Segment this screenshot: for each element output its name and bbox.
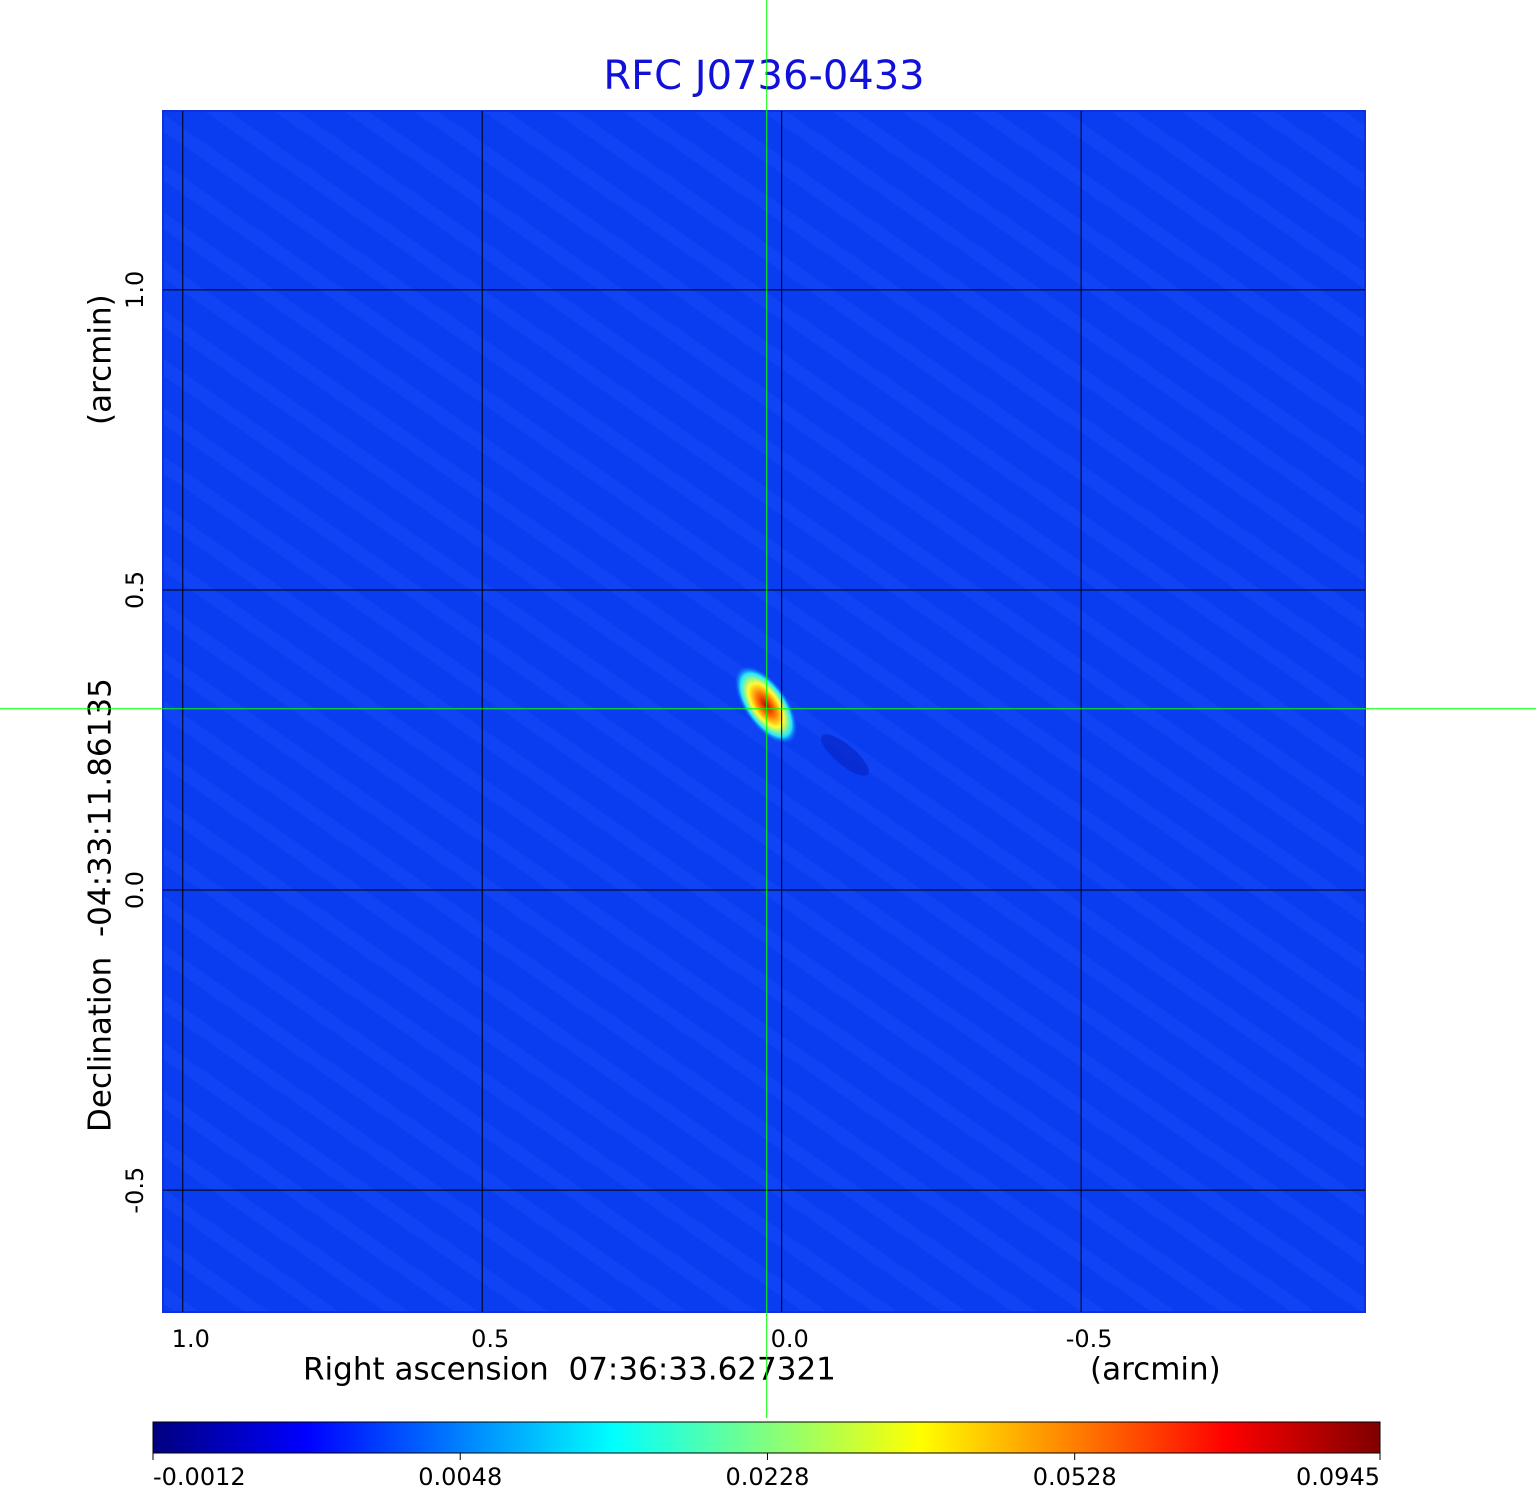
y-axis-unit: (arcmin) — [83, 294, 119, 425]
y-tick-label: -0.5 — [121, 1167, 149, 1214]
colorbar-tick-label: 0.0228 — [725, 1463, 809, 1491]
x-axis-label: Right ascension 07:36:33.627321 — [303, 1352, 836, 1388]
y-tick-label: 1.0 — [121, 271, 149, 309]
x-axis-unit: (arcmin) — [1090, 1352, 1221, 1388]
colorbar-tick-label: 0.0048 — [418, 1463, 502, 1491]
colorbar-tick-label: 0.0528 — [1033, 1463, 1117, 1491]
x-tick-label: 0.0 — [771, 1325, 809, 1353]
sidelobe — [821, 734, 869, 776]
y-axis-label: Declination -04:33:11.86135 — [83, 678, 119, 1132]
x-tick-label: 1.0 — [172, 1325, 210, 1353]
chart-title: RFC J0736-0433 — [603, 53, 924, 99]
y-tick-label: 0.0 — [121, 871, 149, 909]
y-tick-label: 0.5 — [121, 571, 149, 609]
colorbar-tick-label: -0.0012 — [153, 1463, 246, 1491]
colorbar-tick-label: 0.0945 — [1296, 1463, 1380, 1491]
x-tick-label: -0.5 — [1066, 1325, 1113, 1353]
x-tick-label: 0.5 — [471, 1325, 509, 1353]
colorbar — [152, 1421, 1381, 1454]
